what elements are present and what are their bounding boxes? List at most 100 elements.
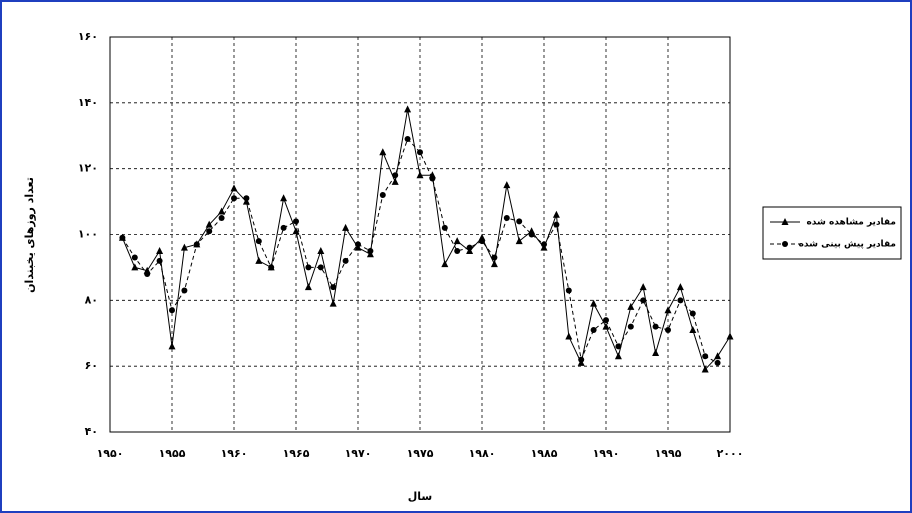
marker bbox=[317, 264, 324, 271]
x-tick-label: ۱۹۷۵ bbox=[407, 447, 434, 460]
marker bbox=[280, 194, 288, 202]
marker bbox=[218, 207, 226, 215]
marker bbox=[168, 342, 176, 350]
marker bbox=[156, 257, 163, 264]
marker bbox=[528, 231, 535, 238]
marker bbox=[578, 356, 585, 363]
marker bbox=[329, 299, 337, 307]
x-tick-label: ۲۰۰۰ bbox=[717, 447, 744, 460]
marker bbox=[665, 326, 671, 333]
marker bbox=[379, 192, 386, 198]
x-tick-label: ۱۹۸۵ bbox=[531, 447, 558, 460]
marker bbox=[701, 365, 709, 373]
marker bbox=[515, 237, 523, 245]
marker bbox=[541, 241, 547, 248]
marker bbox=[652, 323, 659, 330]
marker bbox=[379, 148, 387, 156]
marker bbox=[218, 215, 225, 222]
marker bbox=[639, 283, 647, 291]
marker bbox=[243, 195, 250, 202]
marker bbox=[144, 271, 151, 277]
marker bbox=[131, 254, 138, 261]
legend-box bbox=[762, 206, 902, 260]
y-axis-label: تعداد روزهای یخبندان bbox=[23, 177, 36, 293]
y-tick-label: ۱۴۰ bbox=[78, 96, 98, 109]
marker bbox=[305, 264, 312, 271]
marker bbox=[602, 322, 610, 330]
y-tick-label: ۱۶۰ bbox=[78, 30, 98, 43]
marker bbox=[280, 224, 287, 231]
marker bbox=[614, 352, 622, 360]
marker bbox=[391, 177, 399, 185]
marker bbox=[404, 136, 411, 143]
marker bbox=[169, 307, 175, 314]
marker bbox=[119, 234, 126, 241]
marker bbox=[416, 171, 424, 179]
y-tick-label: ۴۰ bbox=[85, 425, 98, 438]
marker bbox=[453, 237, 461, 245]
marker bbox=[180, 243, 188, 251]
marker bbox=[503, 181, 511, 189]
marker bbox=[490, 260, 498, 268]
marker bbox=[342, 223, 350, 231]
marker bbox=[491, 254, 498, 261]
y-tick-label: ۶۰ bbox=[85, 359, 98, 372]
marker bbox=[181, 287, 188, 294]
legend-label: مقادیر مشاهده شده bbox=[806, 218, 896, 228]
x-tick-label: ۱۹۵۵ bbox=[159, 447, 186, 460]
legend-label: مقادیر پیش بینی شده bbox=[799, 240, 896, 250]
marker bbox=[466, 244, 473, 251]
x-tick-label: ۱۹۷۰ bbox=[345, 447, 372, 460]
marker bbox=[293, 218, 299, 225]
x-tick-label: ۱۹۹۰ bbox=[593, 447, 620, 460]
marker bbox=[565, 287, 572, 294]
marker bbox=[205, 220, 213, 228]
x-tick-label: ۱۹۶۵ bbox=[283, 447, 310, 460]
marker bbox=[553, 221, 560, 228]
marker bbox=[552, 210, 560, 218]
marker bbox=[231, 195, 237, 202]
marker bbox=[193, 241, 200, 248]
marker bbox=[268, 264, 275, 271]
marker bbox=[441, 224, 448, 231]
marker bbox=[429, 175, 436, 182]
marker bbox=[441, 260, 449, 268]
marker bbox=[454, 247, 461, 254]
marker bbox=[317, 246, 325, 254]
marker bbox=[516, 218, 523, 225]
x-axis-label: سال bbox=[408, 490, 433, 503]
marker bbox=[689, 310, 696, 317]
marker bbox=[565, 332, 573, 340]
marker bbox=[392, 172, 399, 179]
marker bbox=[342, 257, 349, 264]
marker bbox=[479, 238, 485, 245]
marker bbox=[131, 263, 139, 271]
x-tick-label: ۱۹۹۵ bbox=[655, 447, 682, 460]
y-tick-label: ۸۰ bbox=[85, 293, 98, 306]
marker bbox=[590, 326, 597, 333]
marker bbox=[156, 246, 164, 254]
marker bbox=[206, 228, 213, 235]
marker bbox=[503, 215, 510, 222]
series-line bbox=[121, 109, 731, 371]
marker bbox=[255, 238, 262, 245]
marker bbox=[627, 323, 634, 330]
marker bbox=[603, 317, 609, 324]
marker bbox=[355, 241, 361, 248]
marker bbox=[664, 306, 672, 314]
marker bbox=[292, 227, 300, 235]
marker bbox=[726, 332, 734, 340]
y-tick-label: ۱۰۰ bbox=[78, 228, 98, 241]
y-tick-label: ۱۲۰ bbox=[78, 162, 98, 175]
x-tick-label: ۱۹۸۰ bbox=[469, 447, 496, 460]
marker bbox=[702, 353, 709, 360]
marker bbox=[590, 299, 598, 307]
marker bbox=[255, 256, 263, 264]
marker bbox=[652, 349, 660, 356]
marker bbox=[782, 241, 788, 247]
marker bbox=[615, 343, 622, 350]
marker bbox=[330, 284, 337, 291]
marker bbox=[689, 325, 697, 333]
